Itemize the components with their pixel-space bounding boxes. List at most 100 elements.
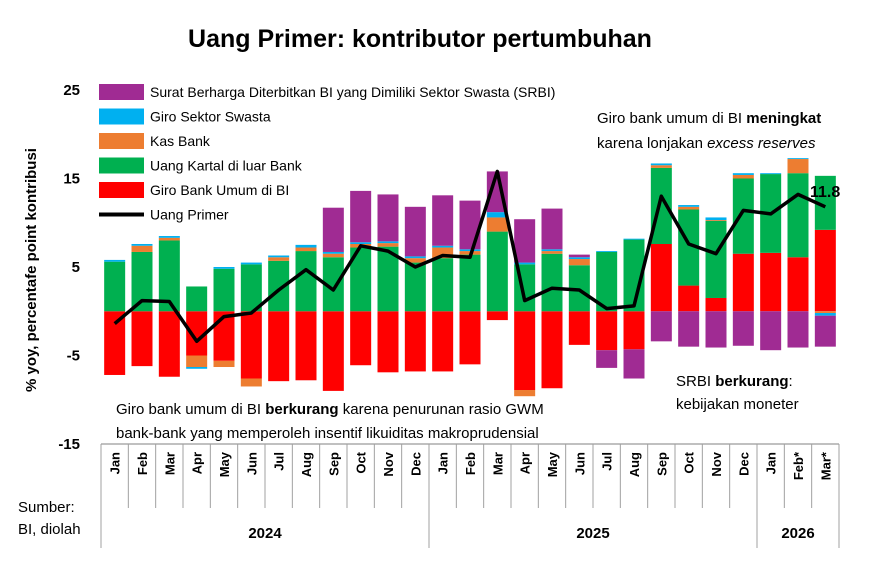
bar-giro bbox=[705, 217, 727, 221]
x-tick-label: Apr bbox=[518, 452, 533, 474]
bar-srbi bbox=[596, 350, 618, 368]
legend-swatch-gbu bbox=[99, 182, 144, 198]
bar-srbi bbox=[541, 208, 563, 250]
bar-gbu bbox=[732, 253, 754, 312]
legend-label-gbu: Giro Bank Umum di BI bbox=[150, 182, 289, 198]
note3-text-2: bank-bank yang memperoleh insentif likui… bbox=[116, 425, 539, 442]
bar-kas bbox=[213, 360, 235, 368]
bar-uk bbox=[541, 253, 563, 312]
bar-gbu bbox=[650, 243, 672, 312]
bar-uk bbox=[705, 220, 727, 298]
x-tick-label: Jul bbox=[272, 452, 287, 471]
bar-gbu bbox=[459, 311, 481, 365]
bar-giro bbox=[350, 242, 372, 244]
x-tick-label: Jan bbox=[108, 452, 123, 474]
x-tick-label: Mar* bbox=[818, 451, 833, 480]
annotation-excess-reserves: Giro bank umum di BI meningkat karena lo… bbox=[597, 110, 821, 152]
x-tick-label: Nov bbox=[381, 451, 396, 476]
svg-text:Giro bank umum di BI meningkat: Giro bank umum di BI meningkat bbox=[597, 110, 821, 127]
svg-text:Giro bank umum di BI berkurang: Giro bank umum di BI berkurang karena pe… bbox=[116, 401, 544, 418]
bar-kas bbox=[678, 206, 700, 210]
bar-giro bbox=[486, 212, 508, 218]
bar-srbi bbox=[514, 219, 536, 263]
bar-srbi bbox=[623, 349, 645, 379]
bar-gbu bbox=[268, 311, 290, 382]
x-tick-label: Jan bbox=[436, 452, 451, 474]
bar-kas bbox=[268, 257, 290, 261]
bar-srbi bbox=[732, 311, 754, 346]
bar-giro bbox=[213, 267, 235, 269]
bar-uk bbox=[104, 261, 126, 312]
bar-gbu bbox=[186, 311, 208, 356]
bar-srbi bbox=[432, 195, 454, 246]
x-tick-label: Mar bbox=[162, 452, 177, 475]
bar-giro bbox=[432, 245, 454, 248]
x-tick-label: May bbox=[545, 451, 560, 477]
bar-kas bbox=[732, 174, 754, 179]
bar-giro bbox=[760, 173, 782, 175]
bar-gbu bbox=[678, 285, 700, 312]
x-axis: Jan Feb Mar Apr May Jun Jul Aug Sep Oct Nov Dec Jan F… bbox=[100, 443, 840, 548]
bar-srbi bbox=[322, 207, 344, 252]
x-tick-label: Apr bbox=[190, 452, 205, 474]
bar-gbu bbox=[705, 297, 727, 312]
bar-uk bbox=[596, 251, 618, 312]
bar-uk bbox=[650, 167, 672, 244]
bar-kas bbox=[568, 259, 590, 266]
bar-uk bbox=[404, 262, 426, 312]
bar-uk bbox=[377, 246, 399, 312]
bar-kas bbox=[377, 243, 399, 247]
bar-uk bbox=[350, 247, 372, 312]
bar-gbu bbox=[295, 311, 317, 381]
source-text: BI, diolah bbox=[18, 521, 81, 538]
bar-giro bbox=[295, 244, 317, 248]
source-label: Sumber: bbox=[18, 499, 75, 516]
bar-srbi bbox=[650, 311, 672, 342]
bar-srbi bbox=[705, 311, 727, 348]
bar-uk bbox=[240, 264, 262, 312]
bar-giro bbox=[131, 243, 153, 246]
year-label: 2025 bbox=[576, 525, 609, 542]
bar-giro bbox=[459, 249, 481, 252]
x-tick-label: Jun bbox=[244, 452, 259, 475]
bar-giro bbox=[377, 241, 399, 244]
bar-gbu bbox=[760, 252, 782, 312]
bar-uk bbox=[814, 175, 836, 230]
bar-gbu bbox=[322, 311, 344, 391]
bar-kas bbox=[650, 165, 672, 168]
bar-giro bbox=[568, 257, 590, 260]
bar-srbi bbox=[377, 194, 399, 242]
bar-giro bbox=[186, 367, 208, 369]
bar-kas bbox=[541, 251, 563, 254]
bar-uk bbox=[568, 265, 590, 312]
bar-giro bbox=[814, 313, 836, 316]
bar-gbu bbox=[514, 311, 536, 391]
bar-kas bbox=[322, 253, 344, 258]
bar-gbu bbox=[568, 311, 590, 345]
bar-srbi bbox=[568, 254, 590, 258]
bar-gbu bbox=[814, 229, 836, 312]
note2-bold: berkurang bbox=[715, 373, 788, 390]
bar-gbu bbox=[432, 311, 454, 372]
x-tick-label: Feb bbox=[135, 452, 150, 475]
bar-uk bbox=[459, 254, 481, 312]
bar-giro bbox=[732, 173, 754, 175]
bar-giro bbox=[596, 251, 618, 252]
bar-uk bbox=[186, 286, 208, 312]
legend-label-up: Uang Primer bbox=[150, 207, 229, 223]
bar-uk bbox=[295, 251, 317, 312]
y-tick-label: 25 bbox=[63, 82, 80, 99]
year-label: 2026 bbox=[781, 525, 814, 542]
bar-giro bbox=[650, 163, 672, 166]
bar-gbu bbox=[350, 311, 372, 366]
bar-kas bbox=[787, 159, 809, 174]
bar-kas bbox=[158, 237, 180, 241]
x-tick-label: Oct bbox=[354, 451, 369, 473]
legend: Surat Berharga Diterbitkan BI yang Dimil… bbox=[99, 84, 555, 223]
bar-srbi bbox=[814, 315, 836, 347]
bar-kas bbox=[186, 355, 208, 368]
legend-label-uk: Uang Kartal di luar Bank bbox=[150, 158, 303, 174]
note1-text: Giro bank umum di BI bbox=[597, 110, 746, 127]
note3-text-b: karena penurunan rasio GWM bbox=[339, 401, 544, 418]
bar-kas bbox=[514, 390, 536, 397]
